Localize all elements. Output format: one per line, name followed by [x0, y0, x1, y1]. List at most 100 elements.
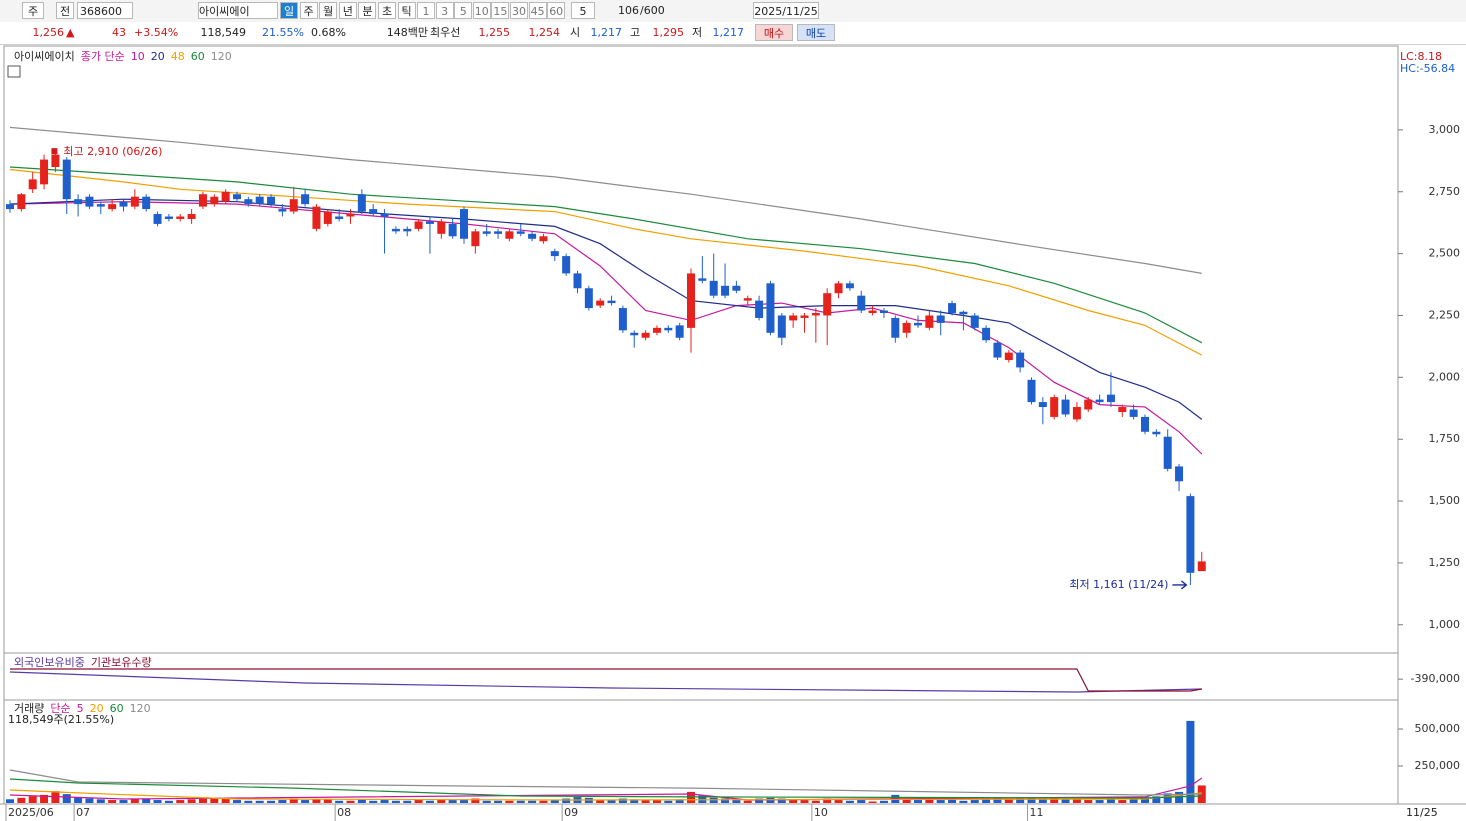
volume-bar — [482, 800, 491, 803]
minute[interactable]: 1 — [417, 2, 435, 19]
interval[interactable]: 분 — [358, 2, 377, 19]
x-tick-label: 2025/06 — [8, 806, 54, 819]
volume-bar — [1106, 798, 1115, 803]
candle-body — [1106, 394, 1115, 403]
volume-bar — [902, 799, 911, 803]
code[interactable]: 368600 — [77, 2, 133, 19]
legend-entry: 48 — [171, 50, 185, 63]
x-tick-label: 09 — [564, 806, 578, 819]
candle-body — [221, 191, 230, 202]
count[interactable]: 5 — [571, 2, 595, 19]
candle-body — [335, 216, 344, 219]
minute[interactable]: 60 — [547, 2, 566, 19]
date[interactable]: 2025/11/25 — [753, 2, 819, 19]
candle-body — [1141, 416, 1149, 432]
candle-body — [970, 315, 979, 328]
y-tick-label: 1,250 — [1429, 556, 1461, 569]
volume-bar — [1175, 791, 1184, 803]
period[interactable]: 주 — [22, 2, 44, 19]
volume-bar — [425, 800, 434, 803]
volume-bar — [267, 800, 276, 803]
volume-bar — [1186, 720, 1195, 803]
volume-bar — [936, 800, 945, 803]
shown: 106 — [618, 4, 639, 17]
volume-bar — [732, 800, 741, 803]
minute[interactable]: 5 — [454, 2, 473, 19]
volume-bar — [925, 799, 934, 803]
candle-body — [800, 315, 809, 318]
y-tick-label: 1,750 — [1429, 432, 1461, 445]
candle-body — [198, 194, 207, 207]
candle-body — [74, 199, 83, 205]
volume-label: 118,549주(21.55%) — [8, 713, 114, 726]
candle-body — [6, 204, 14, 210]
name[interactable]: 아이씨에이 — [198, 2, 278, 19]
candle-body — [482, 231, 491, 234]
grid-icon[interactable] — [7, 65, 21, 78]
annotation: 최고 2,910 (06/26) — [63, 145, 162, 158]
minute[interactable]: 15 — [491, 2, 510, 19]
interval[interactable]: 초 — [378, 2, 396, 19]
volume-bar — [721, 798, 730, 803]
volume-bar — [970, 800, 979, 803]
hc-label: HC:-56.84 — [1400, 62, 1455, 75]
candle-body — [607, 300, 616, 304]
y-tick-label: 2,250 — [1429, 308, 1461, 321]
volume-bar — [142, 798, 151, 803]
interval[interactable]: 틱 — [397, 2, 416, 19]
candle-body — [1197, 561, 1206, 572]
buy-button[interactable]: 매수 — [755, 24, 793, 41]
candle-body — [982, 327, 991, 341]
interval[interactable]: 년 — [338, 2, 357, 19]
candle-body — [289, 199, 298, 212]
interval[interactable]: 일 — [280, 2, 298, 19]
sell-button[interactable]: 매도 — [797, 24, 835, 41]
candle-body — [562, 256, 571, 274]
rate: +3.54% — [134, 26, 179, 39]
candle-body — [902, 322, 911, 333]
volume-bar — [130, 799, 139, 803]
minute[interactable]: 3 — [435, 2, 454, 19]
minute[interactable]: 10 — [472, 2, 491, 19]
volume-bar — [1004, 799, 1013, 803]
candle-body — [153, 214, 162, 224]
interval[interactable]: 주 — [299, 2, 318, 19]
volume-bar — [539, 800, 548, 803]
high-marker — [51, 148, 58, 155]
volume-bar — [312, 799, 321, 803]
volume-bar — [108, 800, 117, 803]
candle-body — [516, 231, 525, 234]
candle-body — [323, 211, 332, 224]
candle-body — [301, 194, 310, 205]
volume-bar — [40, 794, 49, 803]
volume-bar — [1152, 796, 1161, 803]
interval[interactable]: 월 — [319, 2, 338, 19]
legend-entry: 20 — [151, 50, 165, 63]
y-tick-label: 2,000 — [1429, 370, 1461, 383]
y-tick-label: 500,000 — [1415, 722, 1461, 735]
volume-bar — [914, 800, 922, 803]
minute[interactable]: 30 — [510, 2, 528, 19]
candle-body — [312, 206, 321, 229]
candle-body — [1163, 436, 1172, 469]
candle-body — [448, 223, 457, 237]
candle-body — [652, 327, 661, 333]
volume-bar — [879, 800, 888, 803]
y-tick-label: 3,000 — [1429, 123, 1461, 136]
volume-bar — [630, 799, 639, 803]
candle-body — [51, 154, 60, 168]
candle-body — [834, 283, 843, 294]
candle-body — [346, 214, 355, 217]
candle-body — [743, 298, 752, 301]
line — [9, 166, 1203, 344]
minute[interactable]: 45 — [528, 2, 547, 19]
volume-bar — [153, 800, 162, 803]
candle-body — [777, 315, 786, 338]
candle-body — [879, 310, 888, 314]
volume-bar — [1027, 797, 1036, 803]
line — [9, 769, 1202, 796]
x-tick-label: 08 — [337, 806, 351, 819]
volume-bar — [62, 794, 71, 803]
prev[interactable]: 전 — [56, 2, 74, 19]
